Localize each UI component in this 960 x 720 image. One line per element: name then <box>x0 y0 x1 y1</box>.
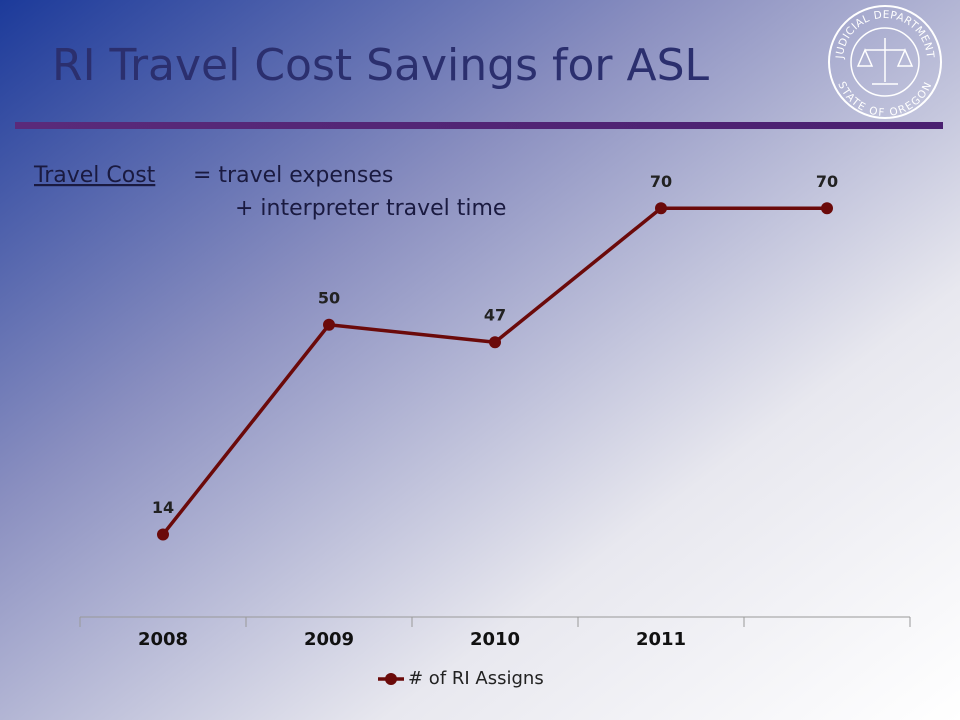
point <box>489 336 501 349</box>
x-tick-label: 2010 <box>470 629 520 650</box>
point <box>821 202 833 215</box>
seal-scales <box>856 38 914 85</box>
data-label: 70 <box>650 172 672 191</box>
point <box>323 318 335 331</box>
definition-term: Travel Cost <box>33 163 156 188</box>
data-label: 70 <box>816 172 838 191</box>
data-label: 50 <box>318 288 340 307</box>
x-tick-label: 2008 <box>138 629 188 650</box>
definition-line: + interpreter travel time <box>235 196 506 221</box>
seal <box>828 5 942 119</box>
definition-line: = travel expenses <box>193 163 393 188</box>
legend-label: # of RI Assigns <box>408 668 544 689</box>
point <box>157 528 169 541</box>
divider <box>15 122 943 129</box>
point <box>655 202 667 215</box>
seal-inner <box>850 27 920 97</box>
slide-title: RI Travel Cost Savings for ASL <box>52 40 710 91</box>
data-label: 14 <box>152 498 174 517</box>
legend-swatch <box>385 673 397 685</box>
seal-outer <box>828 5 942 119</box>
x-tick-label: 2011 <box>636 629 686 650</box>
x-tick-label: 2009 <box>304 629 354 650</box>
data-label: 47 <box>484 306 506 325</box>
